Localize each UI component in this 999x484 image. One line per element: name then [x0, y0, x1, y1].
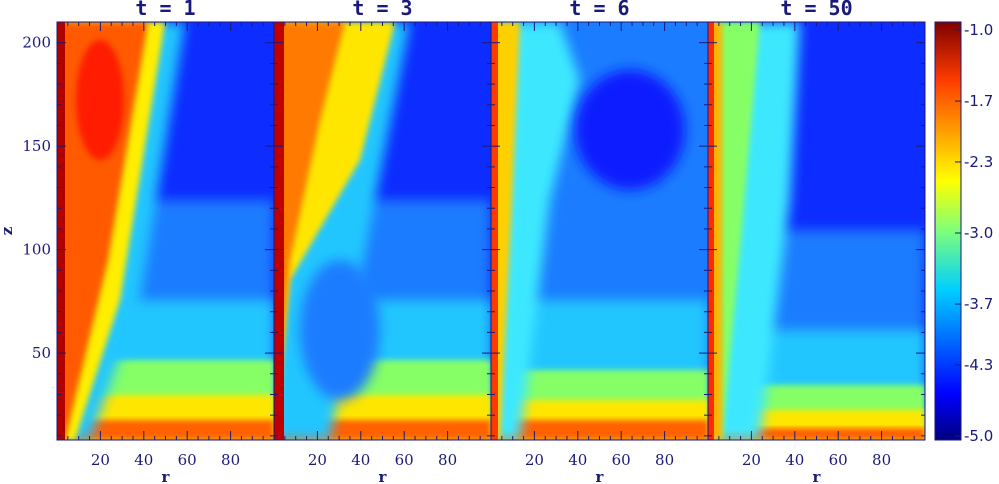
colorbar-ticks: -1.0 -1.7 -2.3 -3.0 -3.7 -4.3 -5.0	[955, 21, 993, 445]
panel-title: t = 6	[569, 0, 629, 20]
colorbar-tick-label: -1.7	[964, 92, 993, 110]
x-tick-label: 20	[308, 451, 327, 469]
x-tick-label: 20	[525, 451, 544, 469]
colorbar-tick-label: -2.3	[964, 153, 993, 171]
x-tick-label: 80	[221, 451, 240, 469]
panel-title: t = 3	[352, 0, 412, 20]
x-tick-label: 80	[872, 451, 891, 469]
colorbar-tick-label: -3.0	[964, 224, 993, 242]
heatmap-panel-1	[57, 22, 274, 440]
colorbar-tick-label: -1.0	[964, 21, 993, 39]
x-tick-label: 40	[351, 451, 370, 469]
y-tick-label: 150	[22, 137, 51, 155]
colorbar-tick-label: -5.0	[964, 427, 993, 445]
x-tick-label: 20	[91, 451, 110, 469]
x-tick-label: 40	[785, 451, 804, 469]
x-axis-title: r	[596, 468, 605, 484]
colorbar-tick-label: -3.7	[964, 295, 993, 313]
colorbar	[934, 21, 962, 441]
heatmap-panel-4	[708, 22, 925, 440]
x-tick-label: 20	[742, 451, 761, 469]
x-axis-title: r	[379, 468, 388, 484]
x-tick-label: 60	[612, 451, 631, 469]
x-axis-title: r	[162, 468, 171, 484]
y-tick-label: 50	[32, 344, 51, 362]
x-tick-label: 80	[438, 451, 457, 469]
x-tick-label: 60	[395, 451, 414, 469]
heatmap-panel-2	[274, 22, 491, 440]
x-tick-label: 60	[178, 451, 197, 469]
axes-layer: t = 1 20 40 60 80 r t = 3 20 40 60 80 r t = 6 20 40 60 8…	[0, 0, 926, 484]
colorbar-tick-label: -4.3	[964, 356, 993, 374]
x-tick-label: 40	[568, 451, 587, 469]
x-tick-label: 40	[134, 451, 153, 469]
x-axis-title: r	[813, 468, 822, 484]
y-tick-label: 100	[22, 241, 51, 259]
panel-title: t = 1	[135, 0, 195, 20]
x-tick-label: 60	[829, 451, 848, 469]
y-axis-title: z	[0, 226, 16, 235]
panel-title: t = 50	[780, 0, 852, 20]
x-tick-label: 80	[655, 451, 674, 469]
heatmap-panel-3	[491, 22, 708, 440]
y-tick-label: 200	[22, 34, 51, 52]
